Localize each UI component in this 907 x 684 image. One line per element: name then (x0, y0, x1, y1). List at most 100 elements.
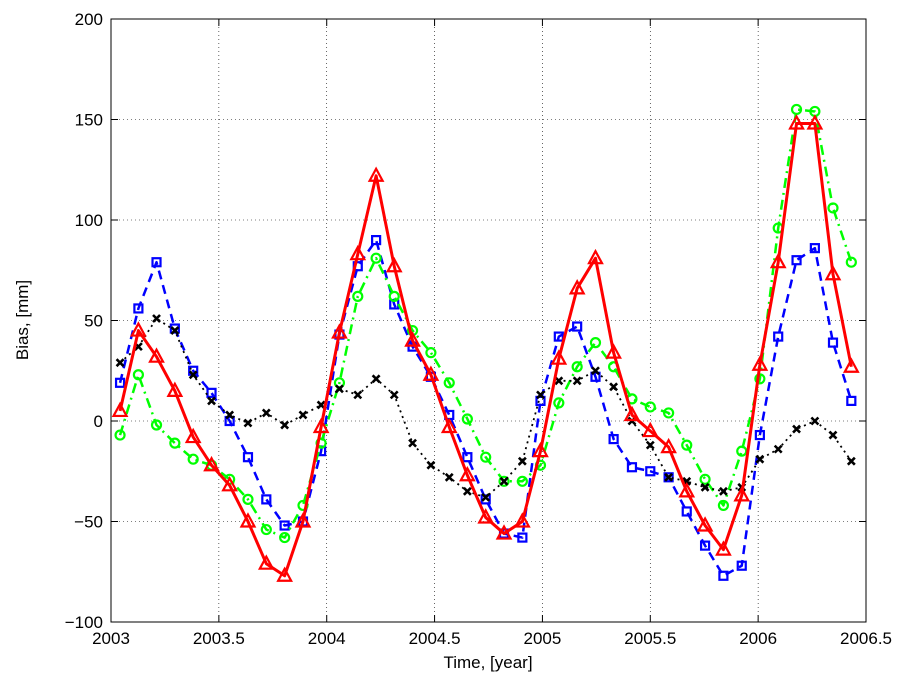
data-point (718, 486, 728, 496)
x-tick-label: 2005 (524, 629, 562, 648)
data-point (788, 114, 805, 130)
data-point (298, 410, 308, 420)
data-point (203, 455, 220, 472)
data-point (170, 326, 180, 335)
data-point (370, 252, 382, 264)
data-point (349, 244, 367, 261)
data-point (260, 523, 272, 536)
data-point (681, 439, 693, 451)
data-point (696, 516, 714, 532)
data-point (389, 390, 399, 400)
data-point (623, 405, 641, 422)
data-point (790, 103, 803, 116)
x-tick-label: 2003 (92, 629, 130, 648)
data-point (590, 371, 601, 382)
data-point (806, 114, 824, 130)
data-point (842, 357, 860, 373)
data-point (132, 369, 144, 381)
data-point (587, 248, 604, 265)
data-point (331, 323, 348, 339)
x-tick-label: 2004.5 (409, 629, 461, 648)
data-point (810, 416, 820, 426)
data-point (827, 337, 839, 348)
data-point (148, 347, 165, 363)
y-tick-label: 200 (75, 10, 103, 29)
series-line (118, 122, 853, 578)
data-point (641, 421, 659, 438)
data-point (184, 427, 202, 444)
data-point (242, 493, 254, 505)
data-point (111, 401, 129, 418)
data-point (591, 366, 600, 376)
data-point (279, 520, 290, 531)
data-point (353, 390, 363, 400)
data-point (792, 424, 801, 434)
data-point (773, 444, 783, 454)
data-point (169, 323, 180, 334)
data-point (773, 331, 784, 342)
data-point (589, 337, 602, 349)
data-point (572, 376, 582, 386)
data-point (660, 437, 677, 454)
data-point (422, 365, 440, 381)
data-point (514, 512, 531, 528)
data-point (751, 355, 769, 371)
plot-background (111, 19, 866, 622)
data-point (169, 437, 181, 449)
data-point (426, 460, 436, 470)
data-point (550, 349, 568, 365)
data-point (279, 531, 291, 544)
data-point (371, 235, 382, 246)
data-point (532, 441, 549, 458)
y-tick-label: 150 (75, 111, 103, 130)
series-line (118, 108, 853, 539)
data-point (243, 418, 253, 428)
data-point (568, 279, 586, 295)
x-axis-label: Time, [year] (443, 653, 532, 672)
data-point (261, 494, 272, 505)
data-point (809, 243, 820, 254)
data-point (151, 257, 162, 268)
y-axis-label: Bias, [mm] (13, 280, 32, 360)
data-point (664, 472, 674, 482)
data-point (207, 396, 216, 406)
series-line (118, 238, 853, 578)
x-tick-label: 2006.5 (840, 629, 892, 648)
data-point (715, 540, 732, 556)
data-point (736, 560, 747, 571)
data-point (699, 540, 711, 551)
data-point (114, 429, 126, 441)
data-point (609, 382, 619, 392)
data-point (517, 532, 528, 543)
data-point (367, 166, 385, 182)
data-point (644, 401, 656, 413)
x-tick-label: 2006 (739, 629, 777, 648)
data-point (443, 377, 455, 389)
data-point (115, 358, 125, 368)
data-point (462, 486, 472, 496)
data-point (495, 524, 513, 540)
x-tick-label: 2004 (308, 629, 346, 648)
data-point (425, 347, 437, 359)
data-point (626, 462, 638, 473)
data-point (700, 482, 710, 492)
data-point (828, 430, 838, 440)
data-point (404, 331, 421, 347)
data-point (733, 486, 751, 502)
data-point (444, 472, 454, 482)
data-point (152, 314, 161, 323)
data-point (516, 475, 528, 487)
data-point (736, 445, 748, 457)
data-point (261, 408, 271, 418)
data-point (827, 202, 839, 214)
data-point (645, 440, 655, 450)
data-point (224, 415, 235, 427)
data-point (335, 384, 344, 394)
data-point (846, 395, 857, 406)
data-point (645, 466, 656, 477)
data-point (150, 419, 163, 431)
data-point (257, 554, 275, 570)
data-point (440, 417, 458, 434)
data-point (239, 512, 257, 528)
y-tick-label: 100 (75, 211, 103, 230)
